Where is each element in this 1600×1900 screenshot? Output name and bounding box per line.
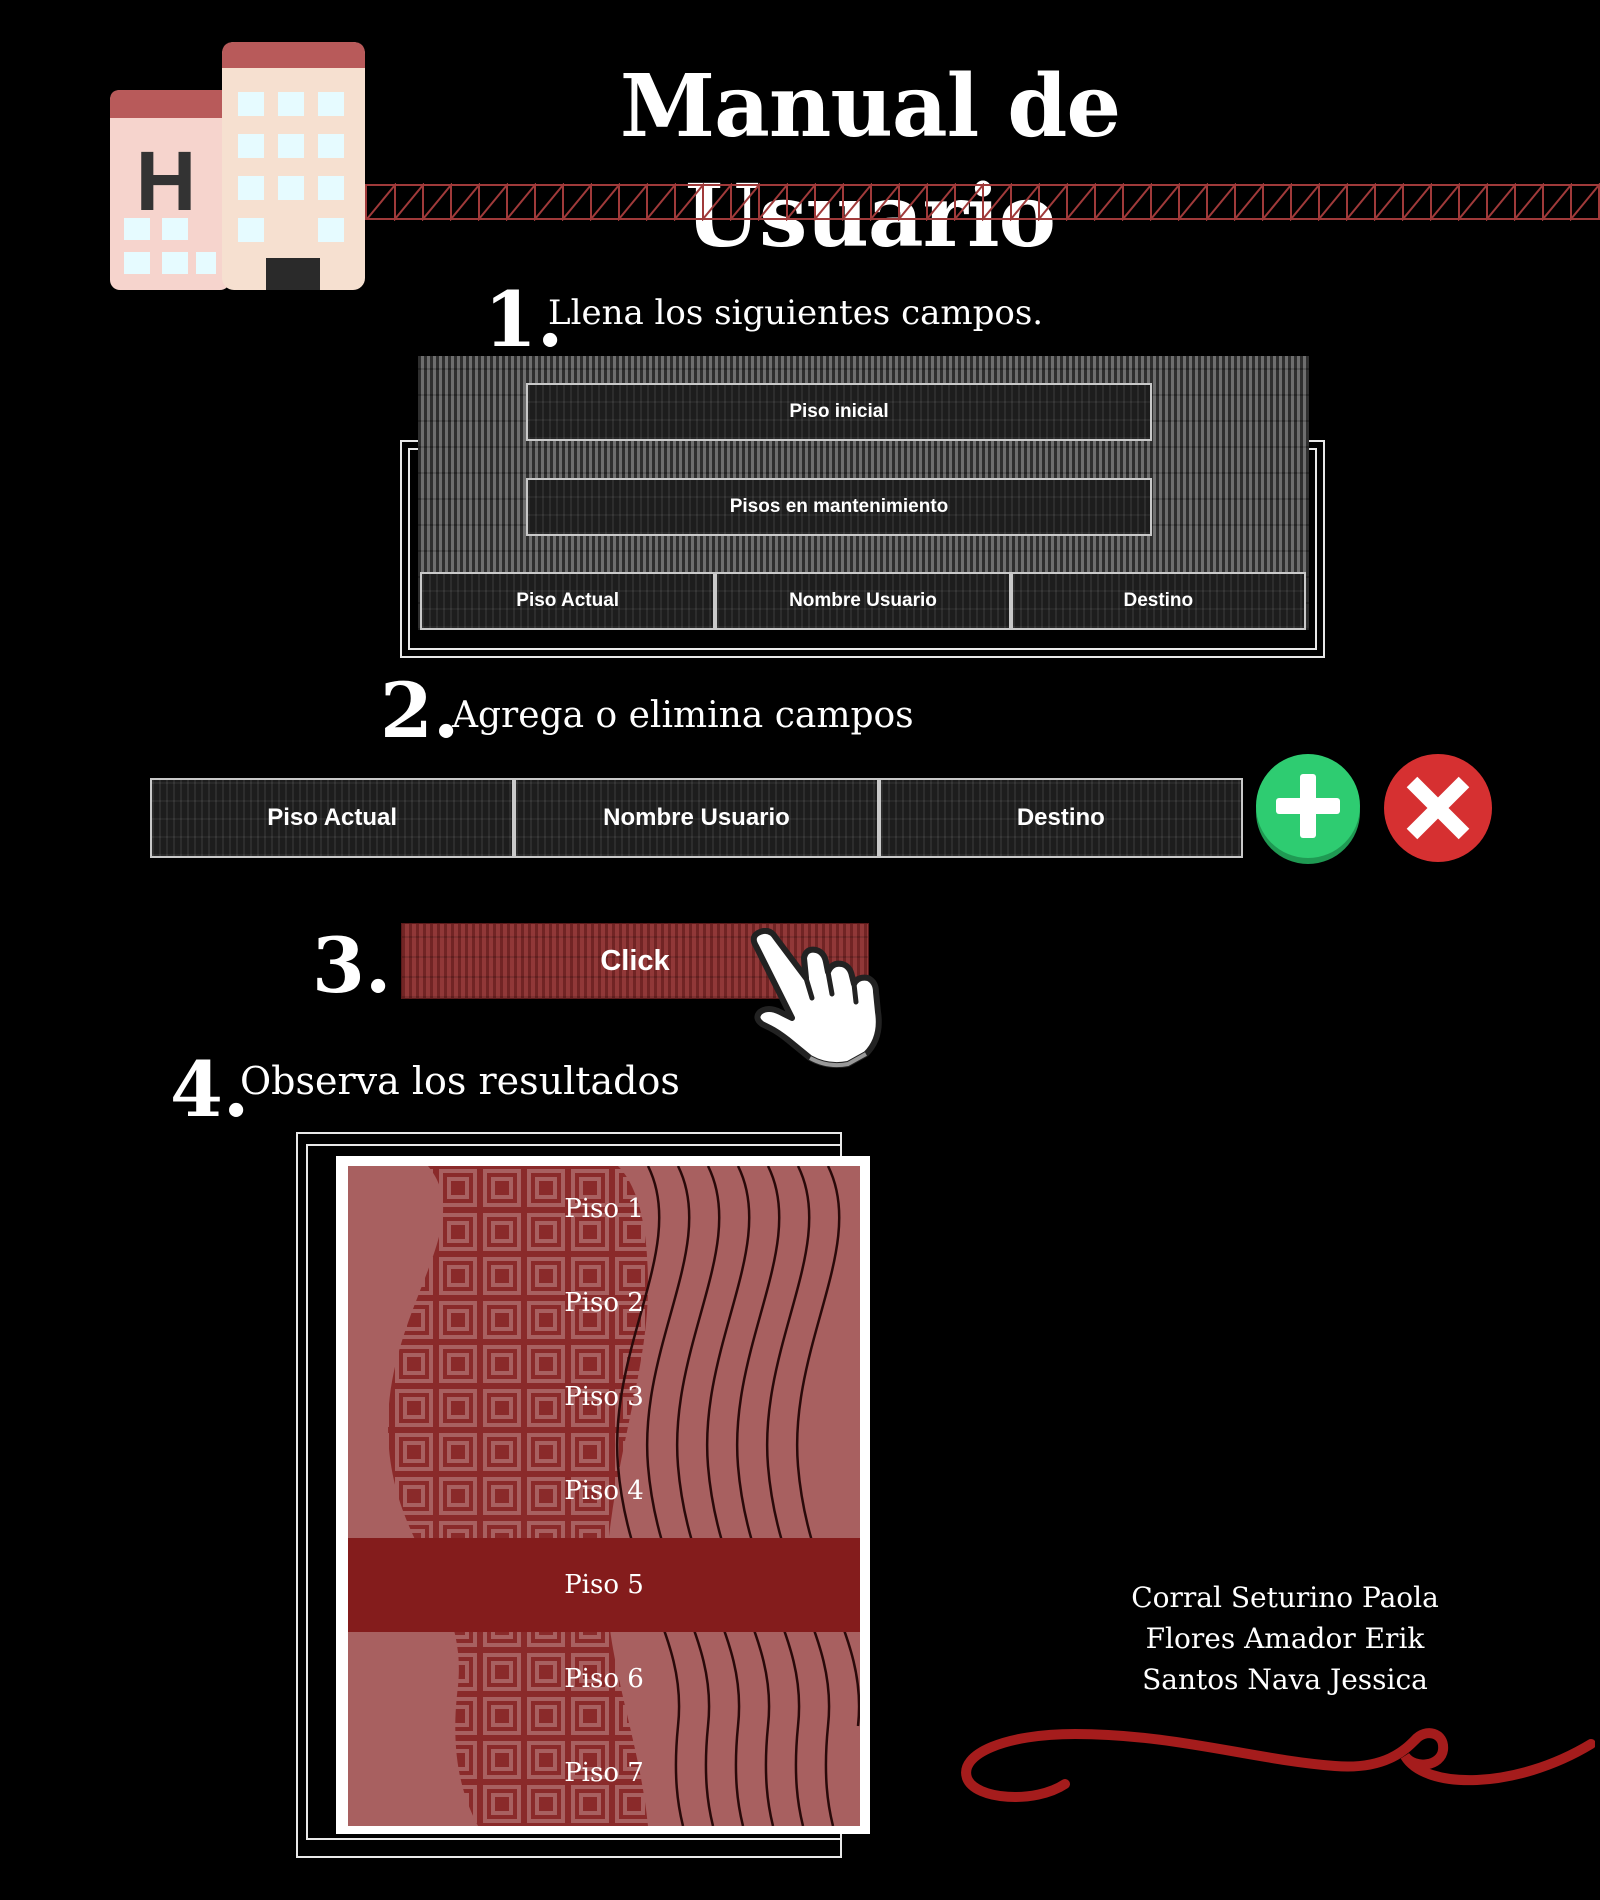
nombre-usuario-field[interactable]: Nombre Usuario <box>514 778 879 858</box>
step-4-text: Observa los resultados <box>240 1059 680 1103</box>
piso-actual-field[interactable]: Piso Actual <box>420 572 716 630</box>
step-3-number: 3. <box>312 921 392 1010</box>
credits: Corral Seturino Paola Flores Amador Erik… <box>1100 1577 1470 1700</box>
step-1-text: Llena los siguientes campos. <box>548 293 1044 333</box>
credit-name: Corral Seturino Paola <box>1131 1581 1439 1614</box>
hotel-icon: H <box>110 42 365 290</box>
page-title: Manual de Usuario <box>619 56 1121 267</box>
results-panel: Piso 1 Piso 2 Piso 3 Piso 4 Piso 5 Piso … <box>336 1156 870 1834</box>
list-item[interactable]: Piso 4 <box>564 1476 644 1506</box>
results-background: Piso 1 Piso 2 Piso 3 Piso 4 Piso 5 Piso … <box>348 1166 860 1826</box>
pisos-mantenimiento-field[interactable]: Pisos en mantenimiento <box>526 478 1152 536</box>
list-item[interactable]: Piso 6 <box>564 1664 644 1694</box>
list-item[interactable]: Piso 2 <box>564 1288 644 1318</box>
destino-field[interactable]: Destino <box>1010 572 1306 630</box>
piso-actual-field[interactable]: Piso Actual <box>150 778 515 858</box>
results-list: Piso 1 Piso 2 Piso 3 Piso 4 Piso 5 Piso … <box>348 1166 860 1826</box>
list-item[interactable]: Piso 1 <box>564 1194 644 1224</box>
form-row: Piso Actual Nombre Usuario Destino <box>420 572 1306 630</box>
step-1-number: 1. <box>484 275 564 364</box>
step-4-number: 4. <box>170 1045 250 1134</box>
zigzag-divider <box>365 183 1600 221</box>
list-item[interactable]: Piso 7 <box>564 1758 644 1788</box>
svg-text:H: H <box>136 134 197 228</box>
plus-circle-icon[interactable] <box>1252 752 1364 864</box>
step-2-text: Agrega o elimina campos <box>452 695 914 736</box>
list-item-selected[interactable]: Piso 5 <box>348 1538 860 1632</box>
editable-row: Piso Actual Nombre Usuario Destino <box>150 778 1243 858</box>
swirl-decoration <box>961 1728 1595 1802</box>
credit-name: Santos Nava Jessica <box>1142 1663 1428 1696</box>
step-2-number: 2. <box>380 666 460 755</box>
piso-inicial-field[interactable]: Piso inicial <box>526 383 1152 441</box>
destino-field[interactable]: Destino <box>878 778 1243 858</box>
credit-name: Flores Amador Erik <box>1145 1622 1425 1655</box>
hand-pointer-icon <box>750 928 882 1068</box>
nombre-usuario-field[interactable]: Nombre Usuario <box>715 572 1011 630</box>
list-item[interactable]: Piso 3 <box>564 1382 644 1412</box>
x-circle-icon[interactable] <box>1382 752 1494 864</box>
